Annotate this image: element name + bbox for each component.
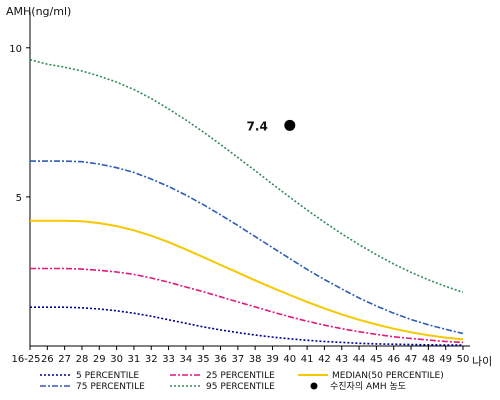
legend-label-75-percentile: 75 PERCENTILE: [76, 382, 145, 392]
series-line-5-percentile: [30, 306, 463, 346]
x-axis-title: 나이: [472, 355, 492, 368]
x-tick-label: 48: [422, 354, 435, 365]
y-ticks: 5 10: [9, 44, 30, 204]
legend-label-median-50-percentile: MEDIAN(50 PERCENTILE): [332, 371, 444, 381]
x-tick-label: 26: [41, 354, 54, 365]
series-line-95-percentile: [29, 58, 464, 294]
x-tick-label: 27: [58, 354, 71, 365]
y-tick-label: 5: [16, 193, 22, 204]
x-tick-label: 45: [370, 354, 383, 365]
x-tick-label: 44: [353, 354, 366, 365]
x-tick-label: 42: [318, 354, 331, 365]
series-line-75-percentile: [30, 160, 464, 335]
x-tick-label: 35: [197, 354, 210, 365]
axes: AMH(ng/ml) 나이: [6, 5, 492, 368]
legend-label-5-percentile: 5 PERCENTILE: [76, 371, 139, 381]
y-axis-title: AMH(ng/ml): [6, 5, 71, 18]
x-tick-label: 32: [145, 354, 158, 365]
x-tick-label: 50: [457, 354, 470, 365]
legend-label-95-percentile: 95 PERCENTILE: [206, 382, 275, 392]
x-tick-label: 39: [266, 354, 279, 365]
x-tick-label: 38: [249, 354, 262, 365]
x-tick-label: 33: [162, 354, 175, 365]
x-tick-label: 28: [76, 354, 89, 365]
x-tick-label: 40: [283, 354, 296, 365]
x-tick-label: 31: [128, 354, 141, 365]
legend: 5 PERCENTILE 25 PERCENTILE MEDIAN(50 PERCE…: [40, 371, 444, 392]
x-tick-label: 46: [387, 354, 400, 365]
x-ticks: 16-25 26 27 28 29 30 31 32 33 34 35 36 37 38 39 40 41 42 4…: [11, 346, 469, 365]
y-tick-label: 10: [9, 44, 22, 55]
series-layer: [29, 58, 464, 346]
x-tick-label: 30: [110, 354, 123, 365]
x-tick-label: 49: [439, 354, 452, 365]
points-layer: 7.4: [247, 119, 296, 133]
series-line-25-percentile: [30, 267, 464, 344]
legend-label-patient-point: 수진자의 AMH 농도: [330, 381, 406, 392]
x-tick-label: 37: [231, 354, 244, 365]
x-tick-label: 43: [335, 354, 348, 365]
x-tick-label: 36: [214, 354, 227, 365]
series-line-median-50-percentile: [30, 219, 464, 341]
x-tick-label: 34: [180, 354, 193, 365]
patient-amh-point: [284, 119, 296, 131]
patient-amh-value-label: 7.4: [247, 119, 268, 133]
legend-swatch-patient-point: [310, 382, 318, 390]
x-tick-label: 47: [405, 354, 418, 365]
x-tick-label: 41: [301, 354, 314, 365]
x-tick-label: 16-25: [11, 354, 40, 365]
x-tick-label: 29: [93, 354, 106, 365]
legend-label-25-percentile: 25 PERCENTILE: [206, 371, 275, 381]
